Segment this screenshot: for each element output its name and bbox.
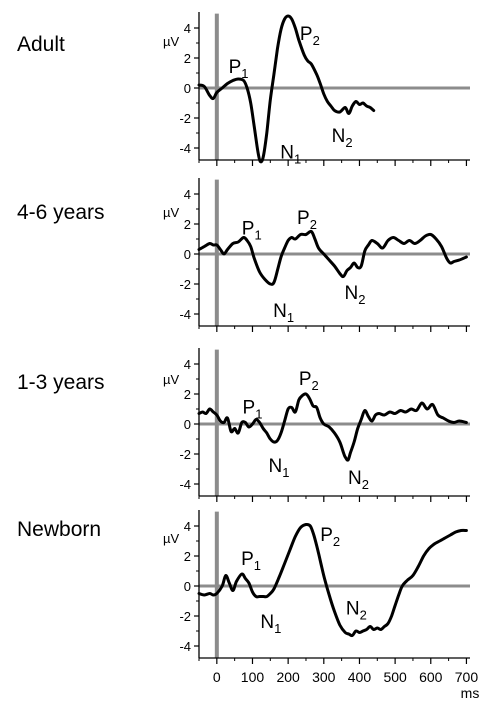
component-subscript: 1 (274, 621, 281, 636)
component-subscript: 1 (254, 228, 261, 243)
component-label-p2: P2 (320, 525, 340, 549)
component-label-n1: N1 (273, 301, 294, 325)
y-unit-label: µV (163, 372, 179, 387)
x-tick-label: 100 (241, 669, 265, 685)
x-tick-label: 300 (312, 669, 336, 685)
component-subscript: 1 (254, 558, 261, 573)
y-tick-label: 2 (184, 549, 191, 564)
y-tick-label: -4 (179, 307, 191, 322)
erp-waveform (197, 392, 468, 462)
component-subscript: 2 (333, 534, 340, 549)
y-tick-label: 4 (184, 187, 191, 202)
erp-waveform (197, 522, 468, 638)
component-label-p1: P1 (243, 398, 263, 422)
y-unit-label: µV (163, 205, 179, 220)
y-tick-label: 4 (184, 519, 191, 534)
x-unit-label: ms (461, 685, 480, 701)
component-label-p2: P2 (300, 24, 320, 48)
x-tick-label: 400 (348, 669, 372, 685)
y-tick-label: 4 (184, 357, 191, 372)
y-tick-label: -2 (179, 277, 191, 292)
y-tick-label: 0 (184, 81, 191, 96)
x-tick-label: 600 (419, 669, 443, 685)
y-unit-label: µV (163, 34, 179, 49)
component-subscript: 2 (360, 608, 367, 623)
component-label-p1: P1 (242, 219, 262, 243)
y-tick-label: -2 (179, 609, 191, 624)
erp-waveform (197, 229, 468, 286)
y-tick-label: -4 (179, 141, 191, 156)
component-label-n2: N2 (346, 599, 367, 623)
component-subscript: 1 (255, 407, 262, 422)
panel-adult: Adult 4 2 0 -2 -4 µV P1 N1 P2 N2 (17, 12, 470, 167)
component-subscript: 2 (313, 33, 320, 48)
component-label-p1: P1 (241, 549, 261, 573)
component-label-p1: P1 (229, 57, 249, 81)
component-label-p2: P2 (299, 369, 319, 393)
y-tick-label: -4 (179, 477, 191, 492)
x-tick-label: 500 (383, 669, 407, 685)
y-tick-label: 2 (184, 51, 191, 66)
panel-newborn: Newborn 4 2 0 -2 -4 µV P1 N1 P2 N2 (17, 510, 470, 664)
component-label-n2: N2 (332, 126, 353, 150)
component-subscript: 1 (294, 152, 301, 167)
component-label-n2: N2 (344, 283, 365, 307)
component-subscript: 2 (312, 378, 319, 393)
x-tick-label: 0 (213, 669, 221, 685)
component-label-n1: N1 (260, 612, 281, 636)
panel-1-3-years: 1-3 years 4 2 0 -2 -4 µV P1 N1 P2 N2 (17, 348, 470, 502)
x-tick-label: 700 (455, 669, 479, 685)
component-subscript: 2 (362, 477, 369, 492)
component-subscript: 1 (287, 310, 294, 325)
erp-waveform (197, 14, 376, 164)
y-tick-label: 0 (184, 579, 191, 594)
component-subscript: 1 (282, 465, 289, 480)
component-label-n2: N2 (348, 468, 369, 492)
y-tick-label: 0 (184, 247, 191, 262)
y-tick-label: 2 (184, 387, 191, 402)
x-tick-label: 200 (276, 669, 300, 685)
panel-label: 4-6 years (17, 201, 105, 224)
component-label-n1: N1 (269, 456, 290, 480)
y-tick-label: -2 (179, 111, 191, 126)
y-tick-label: 4 (184, 21, 191, 36)
y-tick-label: 0 (184, 417, 191, 432)
component-subscript: 1 (241, 66, 248, 81)
component-subscript: 2 (310, 217, 317, 232)
component-label-p2: P2 (297, 208, 317, 232)
panel-label: 1-3 years (17, 371, 105, 394)
y-tick-label: -4 (179, 639, 191, 654)
panel-label: Newborn (17, 518, 101, 541)
panel-4-6-years: 4-6 years 4 2 0 -2 -4 µV P1 N1 P2 N2 (17, 178, 470, 332)
component-subscript: 2 (345, 135, 352, 150)
component-subscript: 2 (358, 292, 365, 307)
y-tick-label: -2 (179, 447, 191, 462)
component-label-n1: N1 (280, 143, 301, 167)
y-unit-label: µV (163, 531, 179, 546)
y-tick-label: 2 (184, 217, 191, 232)
panel-label: Adult (17, 33, 65, 56)
